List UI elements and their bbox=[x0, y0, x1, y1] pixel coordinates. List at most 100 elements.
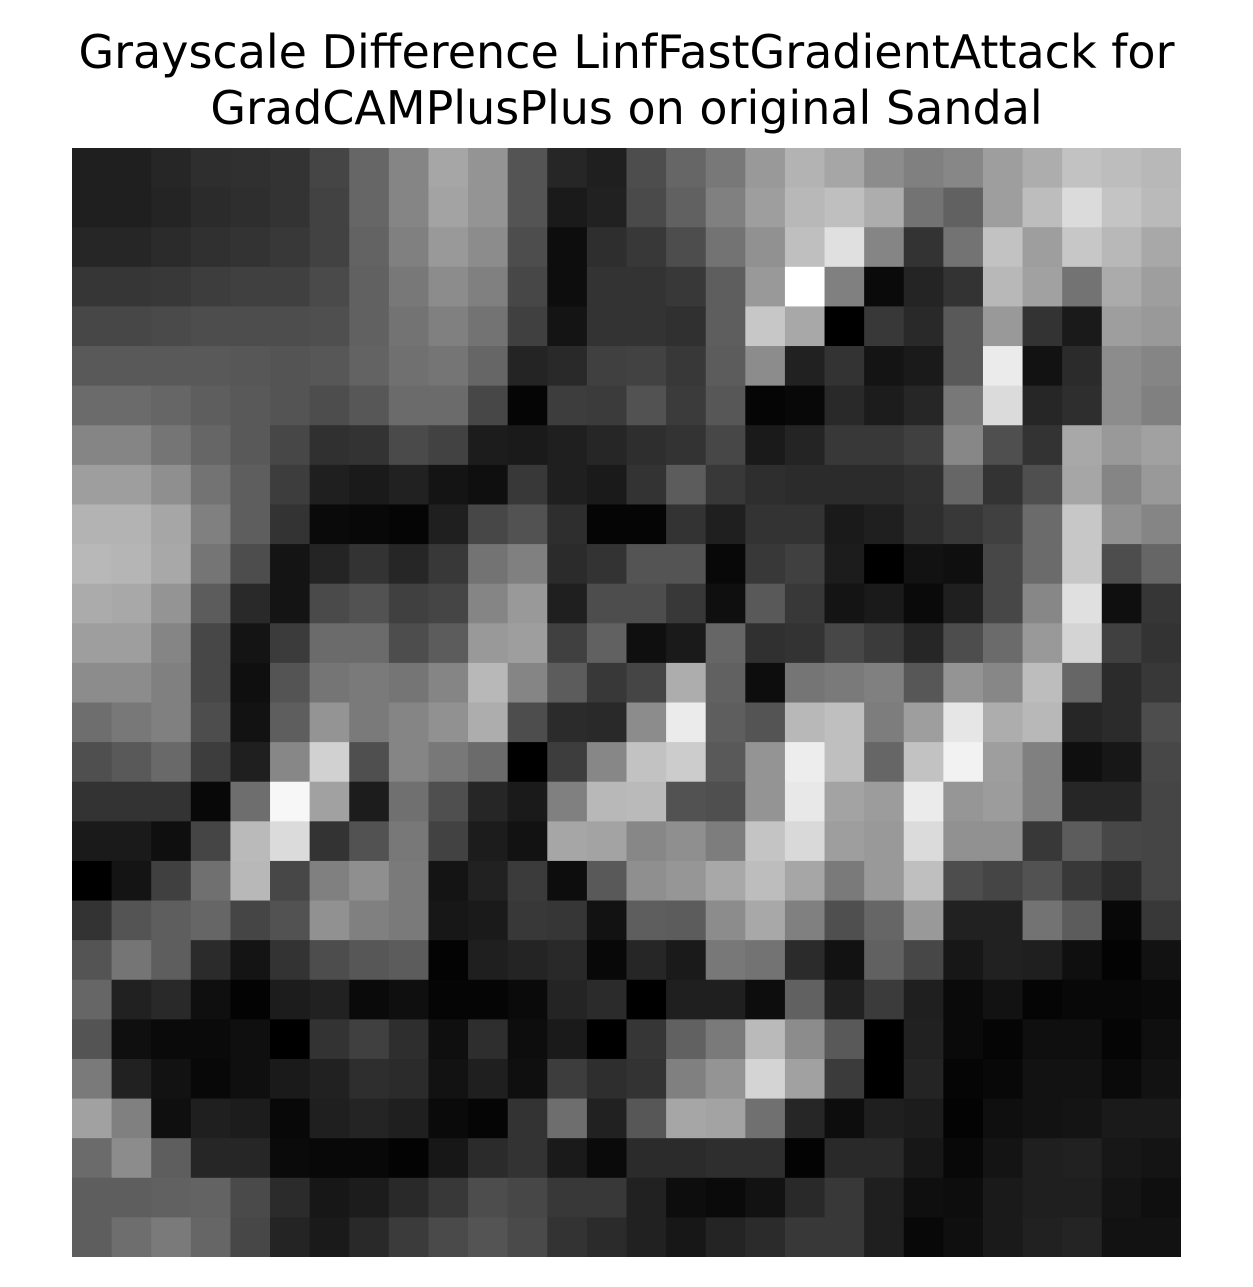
heatmap-cell bbox=[72, 148, 113, 189]
heatmap-cell bbox=[547, 385, 588, 426]
heatmap-cell bbox=[1022, 187, 1063, 228]
heatmap-cell bbox=[982, 385, 1024, 426]
heatmap-cell bbox=[309, 623, 350, 664]
heatmap-cell bbox=[349, 385, 390, 426]
heatmap-cell bbox=[151, 187, 192, 228]
heatmap-cell bbox=[705, 979, 746, 1020]
heatmap-cell bbox=[151, 662, 192, 704]
heatmap-cell bbox=[72, 464, 113, 506]
heatmap-cell bbox=[586, 385, 628, 426]
heatmap-cell bbox=[586, 306, 628, 347]
heatmap-cell bbox=[270, 583, 311, 624]
heatmap-cell bbox=[428, 583, 469, 624]
heatmap-cell bbox=[982, 504, 1024, 545]
heatmap-cell bbox=[309, 425, 350, 466]
heatmap-cell bbox=[745, 1098, 786, 1139]
heatmap-cell bbox=[626, 346, 667, 387]
heatmap-cell bbox=[1141, 940, 1181, 981]
heatmap-cell bbox=[626, 821, 667, 862]
heatmap-cell bbox=[270, 306, 311, 347]
heatmap-cell bbox=[982, 1098, 1024, 1139]
heatmap-cell bbox=[230, 583, 271, 624]
heatmap-cell bbox=[1101, 702, 1142, 743]
heatmap-cell bbox=[72, 187, 113, 228]
heatmap-cell bbox=[586, 1098, 628, 1139]
heatmap-cell bbox=[943, 662, 984, 704]
heatmap-cell bbox=[428, 1098, 469, 1139]
heatmap-cell bbox=[270, 187, 311, 228]
heatmap-cell bbox=[468, 1138, 509, 1179]
heatmap-cell bbox=[1062, 385, 1103, 426]
heatmap-cell bbox=[824, 425, 865, 466]
heatmap-cell bbox=[784, 742, 826, 783]
heatmap-cell bbox=[190, 1058, 232, 1100]
heatmap-cell bbox=[388, 623, 430, 664]
heatmap-cell bbox=[745, 742, 786, 783]
heatmap-cell bbox=[388, 940, 430, 981]
heatmap-cell bbox=[1022, 860, 1063, 902]
heatmap-cell bbox=[507, 148, 548, 189]
heatmap-cell bbox=[428, 148, 469, 189]
heatmap-cell bbox=[349, 1138, 390, 1179]
heatmap-cell bbox=[586, 1177, 628, 1218]
heatmap-cell bbox=[1141, 266, 1181, 308]
heatmap-cell bbox=[586, 821, 628, 862]
heatmap-cell bbox=[903, 504, 944, 545]
heatmap-cell bbox=[507, 187, 548, 228]
heatmap-cell bbox=[507, 1098, 548, 1139]
heatmap-cell bbox=[903, 187, 944, 228]
heatmap-cell bbox=[111, 662, 152, 704]
heatmap-cell bbox=[1141, 425, 1181, 466]
heatmap-cell bbox=[428, 900, 469, 941]
heatmap-cell bbox=[111, 821, 152, 862]
heatmap-cell bbox=[982, 187, 1024, 228]
heatmap-cell bbox=[468, 187, 509, 228]
heatmap-cell bbox=[468, 940, 509, 981]
heatmap-cell bbox=[190, 425, 232, 466]
heatmap-cell bbox=[784, 504, 826, 545]
heatmap-cell bbox=[745, 1019, 786, 1060]
heatmap-cell bbox=[1101, 385, 1142, 426]
heatmap-cell bbox=[190, 1098, 232, 1139]
heatmap-cell bbox=[309, 306, 350, 347]
heatmap-cell bbox=[428, 1058, 469, 1100]
heatmap-cell bbox=[309, 821, 350, 862]
heatmap-cell bbox=[270, 781, 311, 822]
heatmap-cell bbox=[507, 266, 548, 308]
heatmap-cell bbox=[309, 544, 350, 585]
heatmap-cell bbox=[666, 1058, 707, 1100]
heatmap-cell bbox=[626, 1019, 667, 1060]
heatmap-cell bbox=[586, 425, 628, 466]
heatmap-cell bbox=[784, 860, 826, 902]
heatmap-cell bbox=[982, 940, 1024, 981]
heatmap-cell bbox=[309, 860, 350, 902]
heatmap-cell bbox=[1062, 702, 1103, 743]
heatmap-cell bbox=[270, 1019, 311, 1060]
heatmap-cell bbox=[586, 900, 628, 941]
heatmap-cell bbox=[784, 148, 826, 189]
heatmap-cell bbox=[1141, 385, 1181, 426]
heatmap-cell bbox=[309, 1098, 350, 1139]
heatmap-cell bbox=[468, 781, 509, 822]
heatmap-cell bbox=[388, 662, 430, 704]
heatmap-cell bbox=[468, 464, 509, 506]
heatmap-cell bbox=[1022, 742, 1063, 783]
heatmap-cell bbox=[270, 385, 311, 426]
heatmap-cell bbox=[1101, 266, 1142, 308]
heatmap-cell bbox=[1062, 425, 1103, 466]
heatmap-cell bbox=[1062, 346, 1103, 387]
heatmap-cell bbox=[1062, 781, 1103, 822]
heatmap-cell bbox=[547, 742, 588, 783]
heatmap-cell bbox=[428, 266, 469, 308]
heatmap-cell bbox=[943, 227, 984, 268]
heatmap-cell bbox=[824, 662, 865, 704]
heatmap-cell bbox=[705, 623, 746, 664]
heatmap-cell bbox=[626, 623, 667, 664]
heatmap-cell bbox=[230, 940, 271, 981]
heatmap-cell bbox=[230, 464, 271, 506]
heatmap-cell bbox=[903, 900, 944, 941]
heatmap-cell bbox=[982, 1058, 1024, 1100]
heatmap-cell bbox=[388, 1177, 430, 1218]
heatmap-cell bbox=[705, 187, 746, 228]
heatmap-cell bbox=[705, 227, 746, 268]
